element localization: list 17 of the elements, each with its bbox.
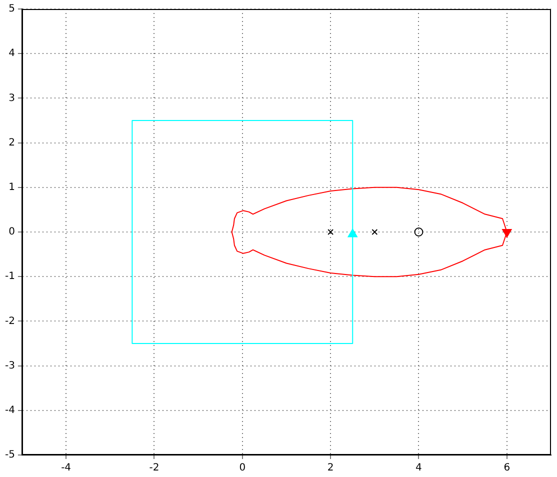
y-tick-label: 1: [8, 182, 15, 193]
y-tick-label: 4: [8, 48, 15, 60]
x-tick-label: 6: [504, 462, 510, 474]
y-tick-label: -4: [4, 404, 15, 416]
y-tick-label: -5: [4, 450, 15, 461]
y-tick-label: -1: [4, 271, 15, 282]
x-tick-label: 2: [327, 462, 334, 474]
y-tick-label: 3: [8, 92, 15, 104]
x-tick-label: 0: [239, 462, 246, 474]
y-tick-label: 2: [8, 137, 15, 148]
y-tick-label: 0: [8, 226, 15, 238]
x-tick-label: 4: [416, 462, 422, 474]
x-tick-label: -4: [61, 462, 72, 474]
y-tick-label: -2: [4, 316, 15, 327]
x-tick-label: -2: [149, 462, 160, 474]
y-tick-label: 5: [8, 4, 15, 15]
y-tick-label: -3: [4, 360, 15, 372]
